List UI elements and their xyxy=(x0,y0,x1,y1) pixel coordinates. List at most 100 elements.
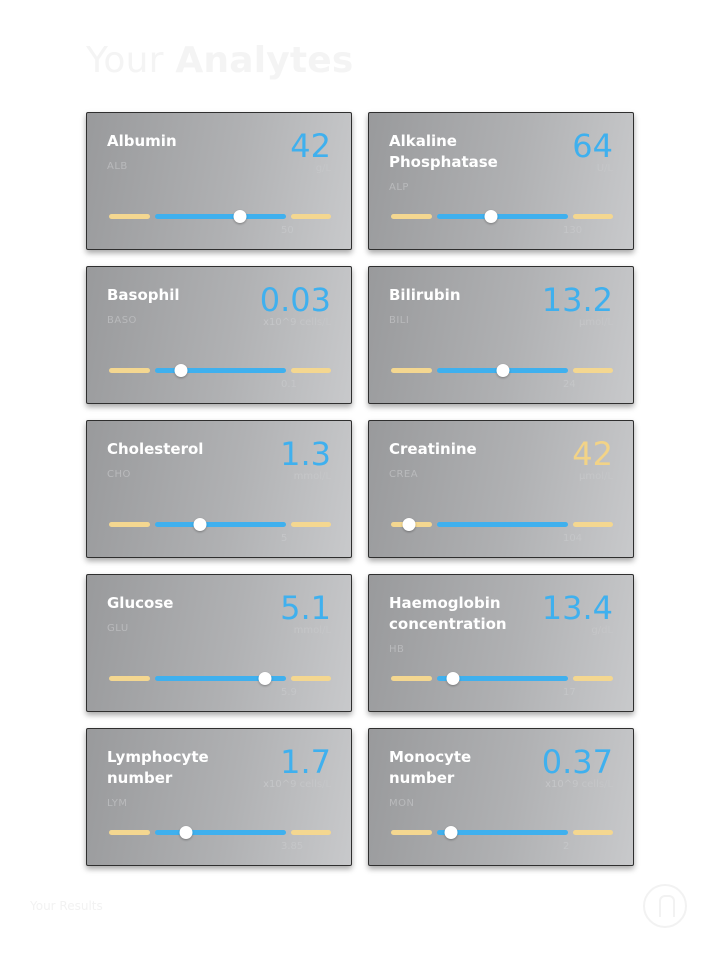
logo-icon[interactable] xyxy=(643,884,687,928)
range-slider xyxy=(391,518,613,531)
analyte-abbreviation: GLU xyxy=(107,623,129,634)
value-marker xyxy=(446,672,460,685)
analyte-value: 0.03 xyxy=(259,281,331,319)
analyte-unit: g/dL xyxy=(591,625,613,636)
low-range-bar xyxy=(391,214,432,219)
high-range-bar xyxy=(573,830,613,835)
analyte-abbreviation: CREA xyxy=(389,469,419,480)
analyte-name-text: Haemoglobin concentration xyxy=(389,594,507,633)
low-range-bar xyxy=(109,676,150,681)
page-title: Your Analytes xyxy=(86,40,354,81)
analyte-name: Alkaline Phosphatase ALP xyxy=(389,131,519,198)
analyte-value: 42 xyxy=(290,127,331,165)
analyte-unit: x10^9 cells/L xyxy=(263,779,331,790)
high-range-bar xyxy=(291,368,331,373)
analyte-name: Bilirubin BILI xyxy=(389,285,519,331)
analyte-name: Albumin ALB xyxy=(107,131,237,177)
range-slider xyxy=(109,518,331,531)
analyte-unit: g/L xyxy=(315,163,331,174)
analyte-name: Basophil BASO xyxy=(107,285,237,331)
analyte-card[interactable]: Cholesterol CHO 1.3 mmol/L 5 xyxy=(86,420,352,558)
analyte-name-text: Glucose xyxy=(107,594,174,612)
analyte-value: 1.3 xyxy=(280,435,331,473)
high-range-bar xyxy=(291,830,331,835)
range-max-label: 17 xyxy=(563,687,576,698)
analyte-value: 0.37 xyxy=(541,743,613,781)
high-range-bar xyxy=(291,676,331,681)
analyte-unit: mmol/L xyxy=(293,471,331,482)
high-range-bar xyxy=(573,214,613,219)
analyte-abbreviation: LYM xyxy=(107,798,128,809)
range-max-label: 104 xyxy=(563,533,583,544)
analyte-value: 64 xyxy=(572,127,613,165)
value-marker xyxy=(444,826,458,839)
high-range-bar xyxy=(573,676,613,681)
analyte-value: 1.7 xyxy=(280,743,331,781)
analyte-card[interactable]: Creatinine CREA 42 µmol/L 104 xyxy=(368,420,634,558)
analyte-card[interactable]: Albumin ALB 42 g/L 50 xyxy=(86,112,352,250)
range-max-label: 2 xyxy=(563,841,570,852)
range-slider xyxy=(391,826,613,839)
page-title-light: Your xyxy=(86,40,164,81)
high-range-bar xyxy=(291,522,331,527)
analyte-card[interactable]: Haemoglobin concentration HB 13.4 g/dL 17 xyxy=(368,574,634,712)
range-max-label: 0.1 xyxy=(281,379,297,390)
high-range-bar xyxy=(573,522,613,527)
normal-range-bar xyxy=(155,368,286,373)
range-slider xyxy=(391,364,613,377)
range-slider xyxy=(109,672,331,685)
range-slider xyxy=(109,210,331,223)
analyte-name-text: Lymphocyte number xyxy=(107,748,209,787)
analyte-name: Monocyte number MON xyxy=(389,747,519,814)
analyte-card[interactable]: Alkaline Phosphatase ALP 64 U/L 130 xyxy=(368,112,634,250)
range-slider xyxy=(391,672,613,685)
analyte-name-text: Creatinine xyxy=(389,440,477,458)
analyte-abbreviation: CHO xyxy=(107,469,131,480)
analyte-name: Cholesterol CHO xyxy=(107,439,237,485)
low-range-bar xyxy=(391,830,432,835)
analyte-grid: Albumin ALB 42 g/L 50 Alkaline Phosphatase ALP… xyxy=(86,112,636,866)
low-range-bar xyxy=(109,368,150,373)
range-max-label: 130 xyxy=(563,225,583,236)
normal-range-bar xyxy=(437,522,568,527)
analyte-card[interactable]: Glucose GLU 5.1 mmol/L 5.9 xyxy=(86,574,352,712)
low-range-bar xyxy=(109,214,150,219)
range-max-label: 24 xyxy=(563,379,576,390)
normal-range-bar xyxy=(437,676,568,681)
high-range-bar xyxy=(291,214,331,219)
analyte-card[interactable]: Basophil BASO 0.03 x10^9 cells/L 0.1 xyxy=(86,266,352,404)
range-max-label: 50 xyxy=(281,225,294,236)
analyte-value: 13.2 xyxy=(541,281,613,319)
value-marker xyxy=(179,826,193,839)
range-slider xyxy=(109,826,331,839)
analyte-card[interactable]: Lymphocyte number LYM 1.7 x10^9 cells/L 3.85 xyxy=(86,728,352,866)
analyte-value: 5.1 xyxy=(280,589,331,627)
low-range-bar xyxy=(391,368,432,373)
range-max-label: 5.9 xyxy=(281,687,297,698)
analyte-name-text: Cholesterol xyxy=(107,440,204,458)
analyte-value: 42 xyxy=(572,435,613,473)
analyte-card[interactable]: Monocyte number MON 0.37 x10^9 cells/L 2 xyxy=(368,728,634,866)
analyte-name-text: Basophil xyxy=(107,286,180,304)
analyte-abbreviation: BASO xyxy=(107,315,137,326)
low-range-bar xyxy=(109,522,150,527)
footer-label[interactable]: Your Results xyxy=(30,899,103,913)
normal-range-bar xyxy=(437,830,568,835)
analyte-name: Lymphocyte number LYM xyxy=(107,747,237,814)
low-range-bar xyxy=(109,830,150,835)
value-marker xyxy=(233,210,247,223)
analyte-card[interactable]: Bilirubin BILI 13.2 µmol/L 24 xyxy=(368,266,634,404)
range-slider xyxy=(109,364,331,377)
analyte-abbreviation: HB xyxy=(389,644,405,655)
high-range-bar xyxy=(573,368,613,373)
value-marker xyxy=(402,518,416,531)
low-range-bar xyxy=(391,676,432,681)
analyte-unit: U/L xyxy=(596,163,613,174)
analyte-unit: x10^9 cells/L xyxy=(545,779,613,790)
range-slider xyxy=(391,210,613,223)
analyte-abbreviation: BILI xyxy=(389,315,410,326)
analyte-name: Haemoglobin concentration HB xyxy=(389,593,519,660)
analyte-abbreviation: ALB xyxy=(107,161,128,172)
analyte-name-text: Monocyte number xyxy=(389,748,472,787)
page-title-bold: Analytes xyxy=(175,40,354,81)
